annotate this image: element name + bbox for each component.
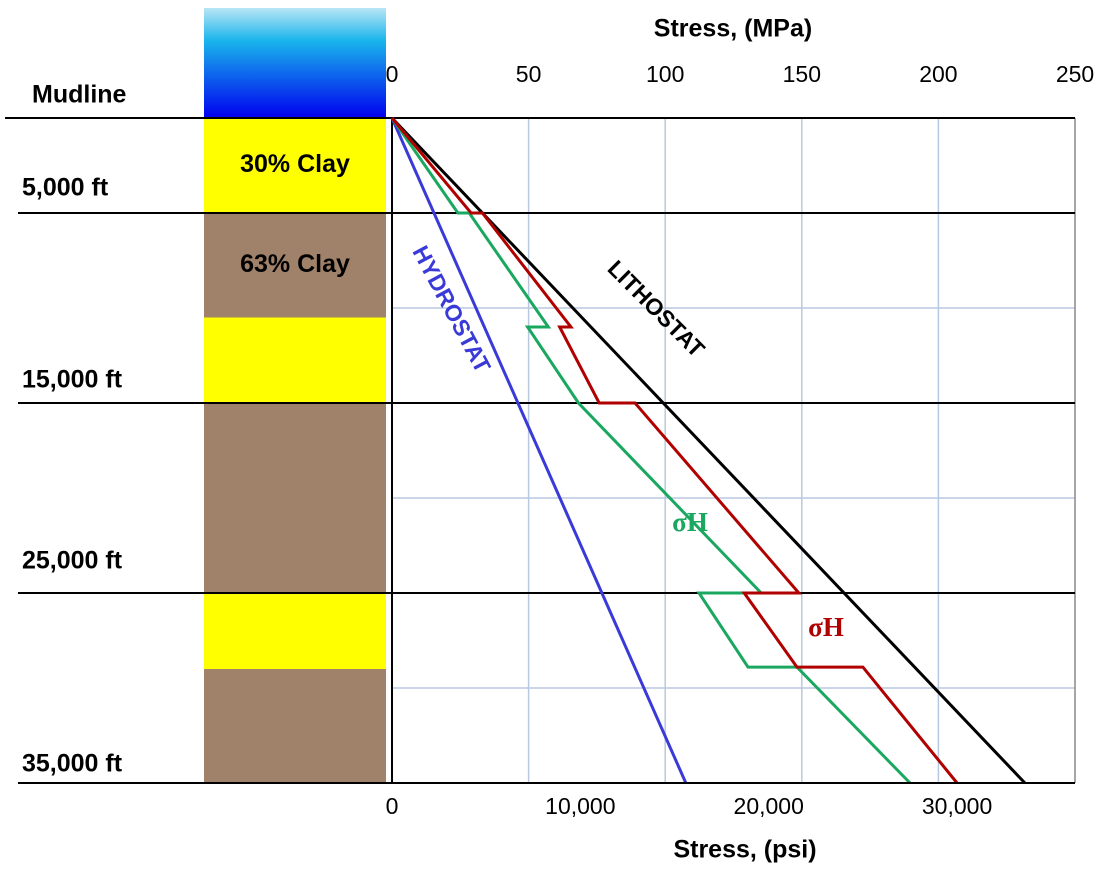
series-line — [392, 118, 957, 783]
x-tick-label: 10,000 — [545, 793, 615, 819]
x-tick-label: 0 — [386, 793, 399, 819]
series-label: σH — [808, 612, 844, 642]
series-label: σH — [672, 507, 708, 537]
x2-tick-label: 50 — [516, 61, 542, 87]
y-tick-label: 15,000 ft — [22, 366, 123, 394]
layer-label: 30% Clay — [240, 150, 350, 178]
layer — [204, 318, 386, 404]
x2-tick-label: 100 — [646, 61, 684, 87]
y-tick-label: 25,000 ft — [22, 547, 123, 575]
chart: Stress, (MPa) Stress, (psi) 30% Clay 63% … — [0, 0, 1110, 871]
series-line — [392, 118, 910, 783]
y-tick-label: Mudline — [32, 81, 127, 109]
series-line — [392, 118, 686, 783]
x-axis-title: Stress, (psi) — [673, 836, 816, 864]
layer — [204, 669, 386, 783]
layer — [204, 593, 386, 669]
x2-tick-label: 250 — [1056, 61, 1094, 87]
y-tick-label: 5,000 ft — [22, 174, 109, 202]
series-label: HYDROSTAT — [407, 241, 496, 377]
layer-label: 63% Clay — [240, 250, 350, 278]
x2-tick-label: 0 — [386, 61, 399, 87]
x2-tick-label: 150 — [783, 61, 821, 87]
x2-axis-title: Stress, (MPa) — [654, 15, 812, 43]
x-tick-label: 30,000 — [922, 793, 992, 819]
x-tick-label: 20,000 — [734, 793, 804, 819]
layer — [204, 403, 386, 593]
y-tick-label: 35,000 ft — [22, 750, 123, 778]
x2-tick-label: 200 — [919, 61, 957, 87]
water-column — [204, 8, 386, 118]
